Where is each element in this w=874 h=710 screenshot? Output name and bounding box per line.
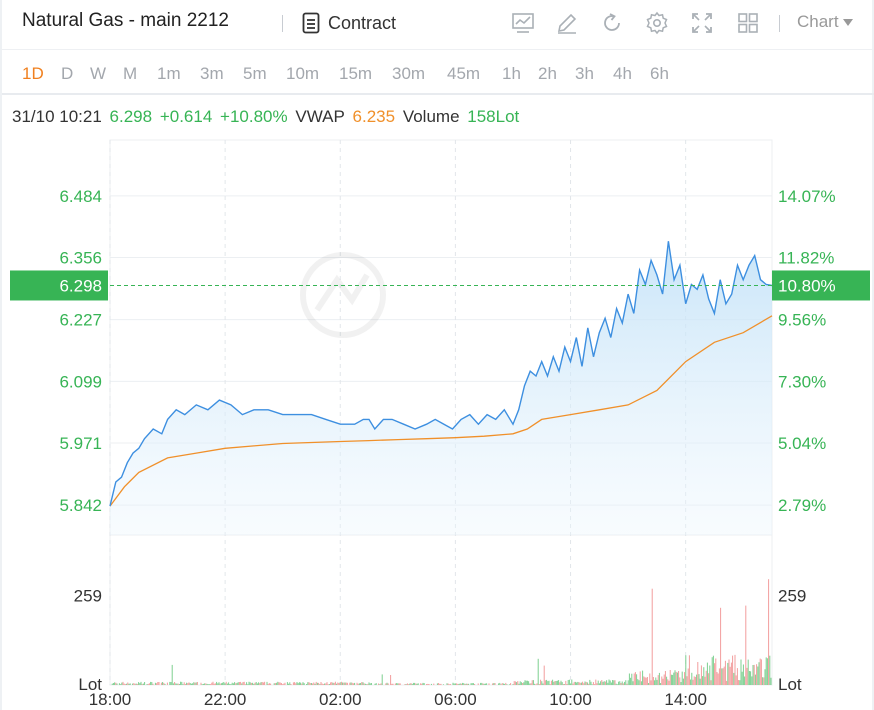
contract-label: Contract (328, 12, 397, 33)
price-line (109, 241, 773, 507)
current-price-tag (10, 270, 108, 301)
pct-tick-label: 5.04% (778, 434, 826, 453)
period-tab-d[interactable]: D (61, 64, 74, 83)
volume-tick-label: 259 (778, 587, 806, 606)
contract-button[interactable]: Contract (302, 10, 396, 36)
time-tick-label: 02:00 (319, 690, 362, 709)
quote-change: +0.614 (159, 107, 213, 126)
period-tab-w[interactable]: W (90, 64, 107, 83)
intraday-chart[interactable]: 6.484 14.07% 6.356 11.82% 6.227 9.56% 6.099 7.3… (2, 130, 874, 710)
period-tab-3h[interactable]: 3h (575, 64, 594, 83)
chart-type-dropdown[interactable]: Chart (797, 12, 853, 32)
period-tab-1m[interactable]: 1m (157, 64, 181, 83)
period-tab-4h[interactable]: 4h (613, 64, 632, 83)
vwap-value: 6.235 (352, 107, 396, 126)
header-divider (282, 15, 283, 32)
pct-tick-label: 9.56% (778, 311, 826, 330)
price-tick-label: 5.842 (59, 496, 102, 515)
caret-down-icon (842, 18, 853, 26)
indicator-chart-icon[interactable] (511, 11, 535, 35)
vwap-line (109, 315, 773, 507)
quote-change-pct: +10.80% (220, 107, 288, 126)
period-tabs: 1D D W M 1m 3m 5m 10m 15m 30m 45m 1h 2h 3h 4h 6h (2, 55, 874, 95)
period-tab-3m[interactable]: 3m (200, 64, 224, 83)
price-tick-label: 5.971 (59, 434, 102, 453)
grid-layout-icon[interactable] (736, 11, 760, 35)
quote-info-line: 31/10 10:21 6.298 +0.614 +10.80% VWAP 6.… (12, 107, 522, 127)
volume-unit-label: Lot (778, 675, 802, 694)
time-tick-label: 22:00 (204, 690, 247, 709)
price-area-fill (110, 241, 772, 535)
time-tick-label: 18:00 (89, 690, 132, 709)
draw-pencil-icon[interactable] (555, 11, 579, 35)
period-tab-5m[interactable]: 5m (243, 64, 267, 83)
pct-tick-label: 11.82% (778, 249, 834, 268)
header-bar: Natural Gas - main 2212 Contract (2, 0, 874, 50)
volume-tick-label: 259 (74, 587, 102, 606)
period-tab-15m[interactable]: 15m (339, 64, 373, 83)
time-tick-label: 10:00 (549, 690, 592, 709)
current-price-tag-text: 6.298 (59, 276, 102, 295)
chart-type-label: Chart (797, 12, 839, 31)
pct-tick-label: 14.07% (778, 187, 836, 206)
watermark-logo (300, 252, 386, 338)
price-tick-label: 6.099 (59, 372, 102, 391)
period-tab-10m[interactable]: 10m (286, 64, 320, 83)
quote-price: 6.298 (109, 107, 153, 126)
pct-tick-label: 2.79% (778, 496, 826, 515)
vwap-label: VWAP (295, 107, 345, 126)
volume-unit-label: Lot (78, 675, 102, 694)
volume-label: Volume (402, 107, 460, 126)
time-tick-label: 06:00 (434, 690, 477, 709)
current-pct-tag-text: 10.80% (778, 276, 836, 295)
fullscreen-icon[interactable] (690, 11, 714, 35)
price-tick-label: 6.227 (59, 311, 102, 330)
period-tab-30m[interactable]: 30m (392, 64, 426, 83)
period-tab-45m[interactable]: 45m (447, 64, 481, 83)
period-tab-m[interactable]: M (123, 64, 138, 83)
current-pct-tag (772, 270, 870, 301)
period-tab-2h[interactable]: 2h (538, 64, 557, 83)
document-icon (302, 12, 320, 34)
price-tick-label: 6.356 (59, 249, 102, 268)
period-tab-1h[interactable]: 1h (502, 64, 521, 83)
price-tick-label: 6.484 (59, 187, 102, 206)
pct-tick-label: 7.30% (778, 372, 826, 391)
gear-icon[interactable] (645, 11, 669, 35)
header-divider (779, 15, 780, 32)
volume-value: 158Lot (467, 107, 520, 126)
period-tab-1d[interactable]: 1D (22, 64, 44, 83)
quote-datetime: 31/10 10:21 (12, 107, 102, 126)
refresh-icon[interactable] (600, 11, 624, 35)
instrument-title: Natural Gas - main 2212 (22, 10, 229, 31)
time-tick-label: 14:00 (664, 690, 707, 709)
period-tab-6h[interactable]: 6h (650, 64, 669, 83)
